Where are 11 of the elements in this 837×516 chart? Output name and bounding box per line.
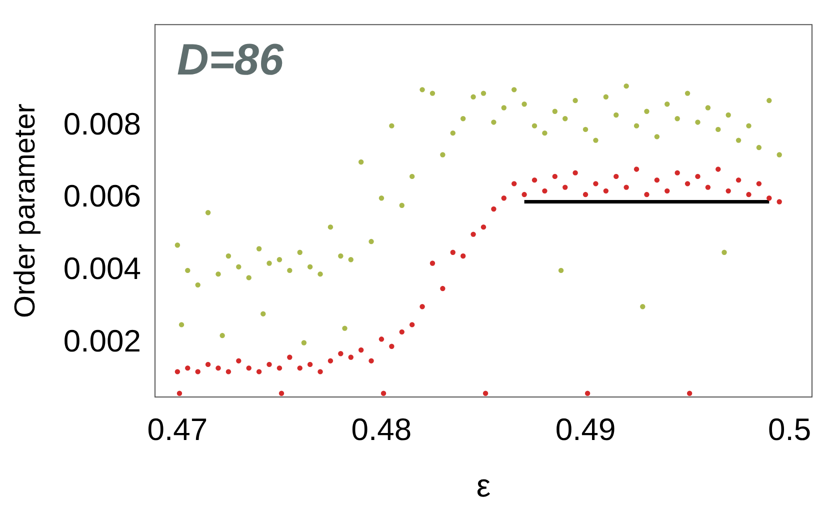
x-tick-label: 0.48 bbox=[351, 412, 412, 448]
annotation: D=86 bbox=[177, 36, 284, 85]
x-tick-label: 0.5 bbox=[768, 412, 812, 448]
y-axis-title: Order parameter bbox=[9, 103, 42, 318]
y-tick-label: 0.008 bbox=[63, 106, 141, 142]
y-tick-label: 0.002 bbox=[63, 323, 141, 358]
x-axis-title: ε bbox=[476, 468, 491, 504]
y-tick-label: 0.004 bbox=[63, 251, 141, 286]
x-tick-label: 0.49 bbox=[555, 412, 616, 448]
y-tick-label: 0.006 bbox=[63, 178, 141, 214]
x-tick-label: 0.47 bbox=[147, 412, 208, 448]
